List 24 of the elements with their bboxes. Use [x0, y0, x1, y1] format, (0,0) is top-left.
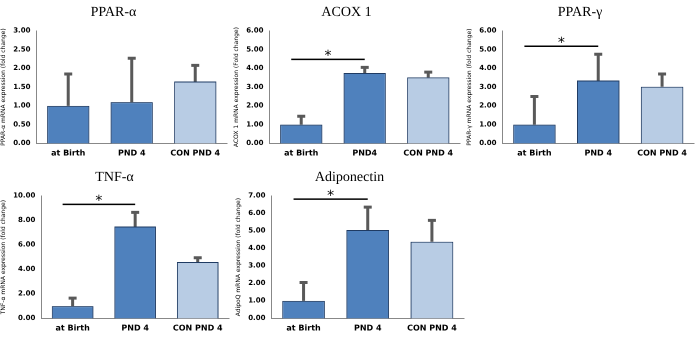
chart-title: PPAR-γ: [558, 5, 602, 20]
annotation: *: [327, 188, 334, 204]
x-tick-label: PND4: [352, 148, 378, 158]
annotation: *: [558, 34, 565, 51]
x-tick-label: PND 4: [584, 148, 612, 158]
annotation: *: [324, 48, 332, 64]
chart-title: Adiponectin: [314, 170, 384, 186]
x-tick-label: CON PND 4: [637, 148, 688, 158]
chart-title: PPAR-α: [90, 5, 138, 20]
x-tick-label: at Birth: [284, 148, 319, 158]
x-tick-label: at Birth: [55, 323, 90, 332]
chart-title: ACOX 1: [321, 5, 372, 20]
x-tick-label: at Birth: [51, 148, 86, 158]
x-tick-label: CON PND 4: [172, 323, 224, 332]
x-tick-label: PND 4: [121, 323, 150, 332]
x-tick-label: PND 4: [118, 148, 146, 158]
x-tick-label: CON PND 4: [407, 323, 458, 332]
chart-title: TNF-α: [95, 170, 134, 186]
x-tick-label: PND 4: [354, 323, 382, 332]
annotation: *: [95, 192, 102, 209]
x-tick-label: CON PND 4: [403, 148, 454, 158]
x-tick-label: CON PND 4: [170, 148, 221, 158]
x-tick-label: at Birth: [517, 148, 552, 158]
x-tick-label: at Birth: [286, 323, 322, 332]
